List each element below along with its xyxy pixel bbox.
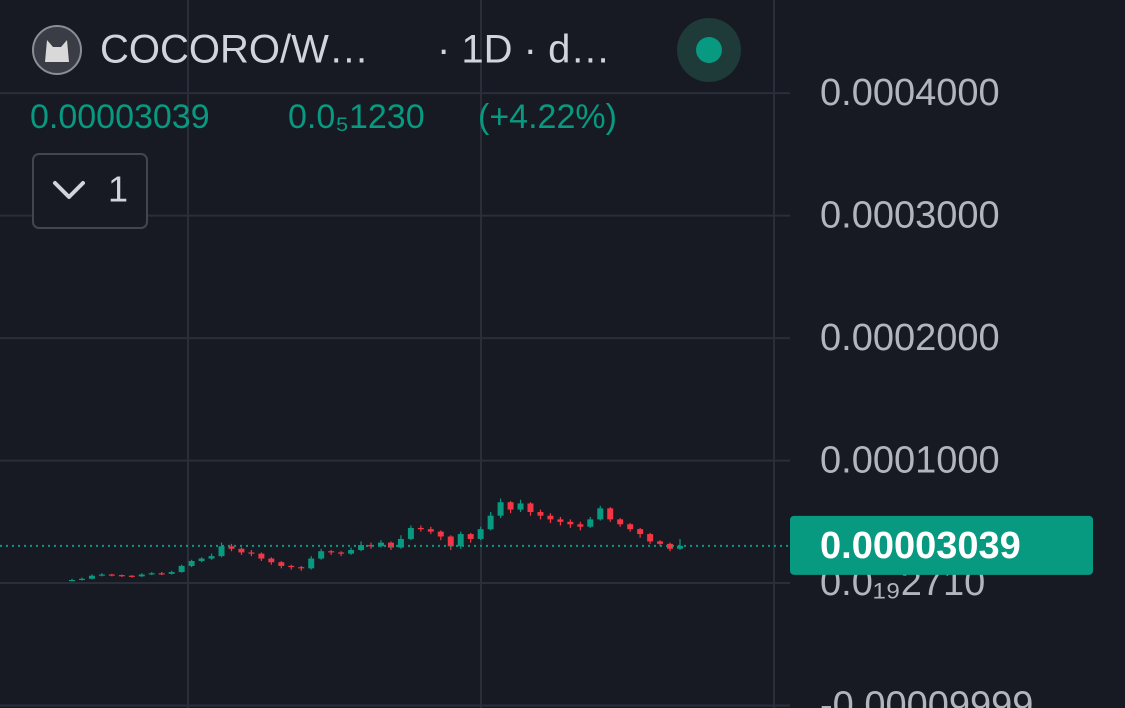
candle-body [467, 534, 474, 539]
candle-body [358, 545, 365, 550]
candle-body [617, 519, 624, 525]
interval[interactable]: · 1D · d… [437, 28, 610, 72]
candle-body [577, 524, 584, 527]
candle-body [547, 515, 554, 520]
header-price: 0.00003039 [30, 98, 210, 136]
candle-body [218, 546, 225, 557]
candle-body [228, 546, 235, 549]
candle-body [417, 527, 424, 530]
y-tick-label: 0.0004000 [820, 72, 1000, 114]
candle-body [308, 558, 315, 569]
candle-body [368, 545, 375, 547]
symbol[interactable]: COCORO/W… [100, 28, 369, 72]
candle-body [238, 548, 245, 553]
candle-body [328, 551, 335, 553]
candle-body [178, 565, 185, 573]
candle-body [298, 567, 305, 569]
header-change: 0.0₅1230 [288, 98, 425, 136]
candle-body [407, 527, 414, 539]
logo-icon [45, 40, 69, 62]
candle-body [338, 552, 345, 554]
candle-body [138, 574, 145, 577]
indicator-count: 1 [108, 169, 128, 210]
candle-body [158, 573, 165, 575]
candle-body [457, 534, 464, 547]
candle-body [627, 524, 634, 530]
candle-body [527, 503, 534, 513]
y-tick-label: 0.0001000 [820, 440, 1000, 482]
last-price-label: 0.00003039 [820, 525, 1021, 567]
last-price-badge [790, 515, 1093, 575]
candle-body [108, 574, 115, 576]
candle-body [377, 542, 384, 547]
candle-body [507, 502, 514, 510]
candle-body [497, 502, 504, 516]
candle-body [477, 529, 484, 539]
price-axis: 0.00040000.00030000.00020000.00010000.0₁… [790, 72, 1093, 708]
candle-body [278, 562, 285, 566]
candle-body [168, 572, 175, 574]
candle-body [318, 551, 325, 559]
candle-body [198, 558, 205, 562]
plot [0, 498, 790, 582]
candle-body [567, 521, 574, 525]
candle-body [487, 515, 494, 530]
candle-body [647, 534, 654, 542]
candle-body [557, 519, 564, 522]
y-tick-label: -0.00009999 [820, 685, 1033, 708]
candle-body [248, 552, 255, 554]
candle-body [69, 579, 75, 582]
status-dot [696, 37, 722, 63]
candle-body [537, 512, 544, 516]
candle-body [88, 575, 95, 579]
candle-body [128, 575, 135, 577]
indicator-toggle[interactable] [32, 153, 148, 229]
y-tick-label: 0.0002000 [820, 317, 1000, 359]
candle-body [208, 556, 215, 559]
grid [0, 0, 790, 708]
candle-body [348, 549, 355, 554]
y-tick-label: 0.0003000 [820, 195, 1000, 237]
candle-body [517, 503, 524, 510]
candle-body [657, 541, 664, 544]
candle-body [597, 508, 604, 520]
candle-body [607, 508, 614, 520]
candle-body [148, 573, 155, 575]
header-change-percent: (+4.22%) [478, 98, 617, 136]
candle-body [437, 531, 444, 537]
candle-body [98, 574, 105, 576]
candle-body [78, 578, 85, 580]
chevron-icon [53, 181, 85, 199]
candle-body [677, 545, 683, 549]
header: COCORO/W… · 1D · d… 0.00003039 0.0₅1230 … [30, 18, 741, 229]
candle-body [427, 529, 434, 532]
candle-body [667, 543, 674, 549]
candle-body [637, 529, 644, 535]
candle-body [587, 519, 594, 527]
candle-body [268, 558, 275, 563]
candle-body [258, 553, 265, 559]
candle-body [288, 565, 295, 568]
candle-body [188, 561, 195, 566]
candle-body [397, 538, 404, 548]
candle-body [118, 575, 125, 577]
candle-body [447, 536, 454, 547]
